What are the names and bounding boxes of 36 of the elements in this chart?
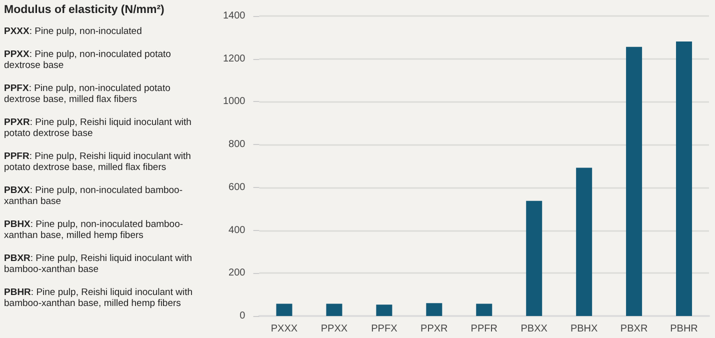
- y-tick-label: 600: [228, 182, 246, 193]
- bar: [526, 200, 542, 316]
- y-tick-label: 400: [228, 224, 246, 236]
- x-tick-label: PPFX: [371, 324, 398, 334]
- text: PPFR: Pine pulp, Reishi liquid inoculant with potato dextrose base, milled flax fibers: [4, 151, 192, 173]
- bar: [376, 304, 392, 316]
- y-tick-label: 1200: [222, 53, 246, 64]
- bar: [676, 42, 692, 316]
- bar: [276, 304, 292, 316]
- text: PPFX: Pine pulp, non-inoculated potato dextrose base, milled flax fibers: [4, 83, 172, 105]
- text: PBXR: Pine pulp, Reishi liquid inoculant with bamboo-xanthan base: [4, 253, 193, 275]
- y-tick-label: 200: [228, 268, 246, 279]
- x-tick-label: PPXR: [420, 324, 448, 334]
- y-tick-label: 1400: [222, 10, 246, 22]
- x-tick-label: PBHX: [570, 324, 598, 334]
- y-tick-label: 1000: [222, 96, 246, 108]
- x-tick-label: PXXX: [270, 324, 298, 334]
- text: PPXR: Pine pulp, Reishi liquid inoculant with potato dextrose base: [4, 117, 192, 139]
- x-tick-label: PPXX: [320, 324, 348, 334]
- x-tick-label: PBHR: [670, 324, 698, 334]
- bar: [326, 304, 342, 316]
- text: PBHR: Pine pulp, Reishi liquid inoculant with bamboo-xanthan base, milled hemp fibers: [4, 287, 194, 309]
- x-tick-label: PPFR: [470, 324, 498, 334]
- y-tick-label: 0: [240, 310, 246, 322]
- bar: [426, 303, 442, 316]
- text: PBHX: Pine pulp, non-inoculated bamboo-xanthan base, milled hemp fibers: [4, 219, 184, 241]
- text: Modulus of elasticity (N/mm²): [4, 4, 166, 16]
- x-tick-label: PBXX: [520, 324, 548, 334]
- x-tick-label: PBXR: [620, 324, 648, 334]
- text: PBXX: Pine pulp, non-inoculated bamboo-xanthan base: [4, 185, 184, 207]
- bar: [626, 46, 642, 316]
- bar: [576, 168, 592, 316]
- text: PXXX: Pine pulp, non-inoculated: [4, 26, 143, 37]
- bar: [476, 304, 492, 316]
- y-tick-label: 800: [228, 139, 246, 150]
- text: PPXX: Pine pulp, non-inoculated potato dextrose base: [4, 49, 172, 71]
